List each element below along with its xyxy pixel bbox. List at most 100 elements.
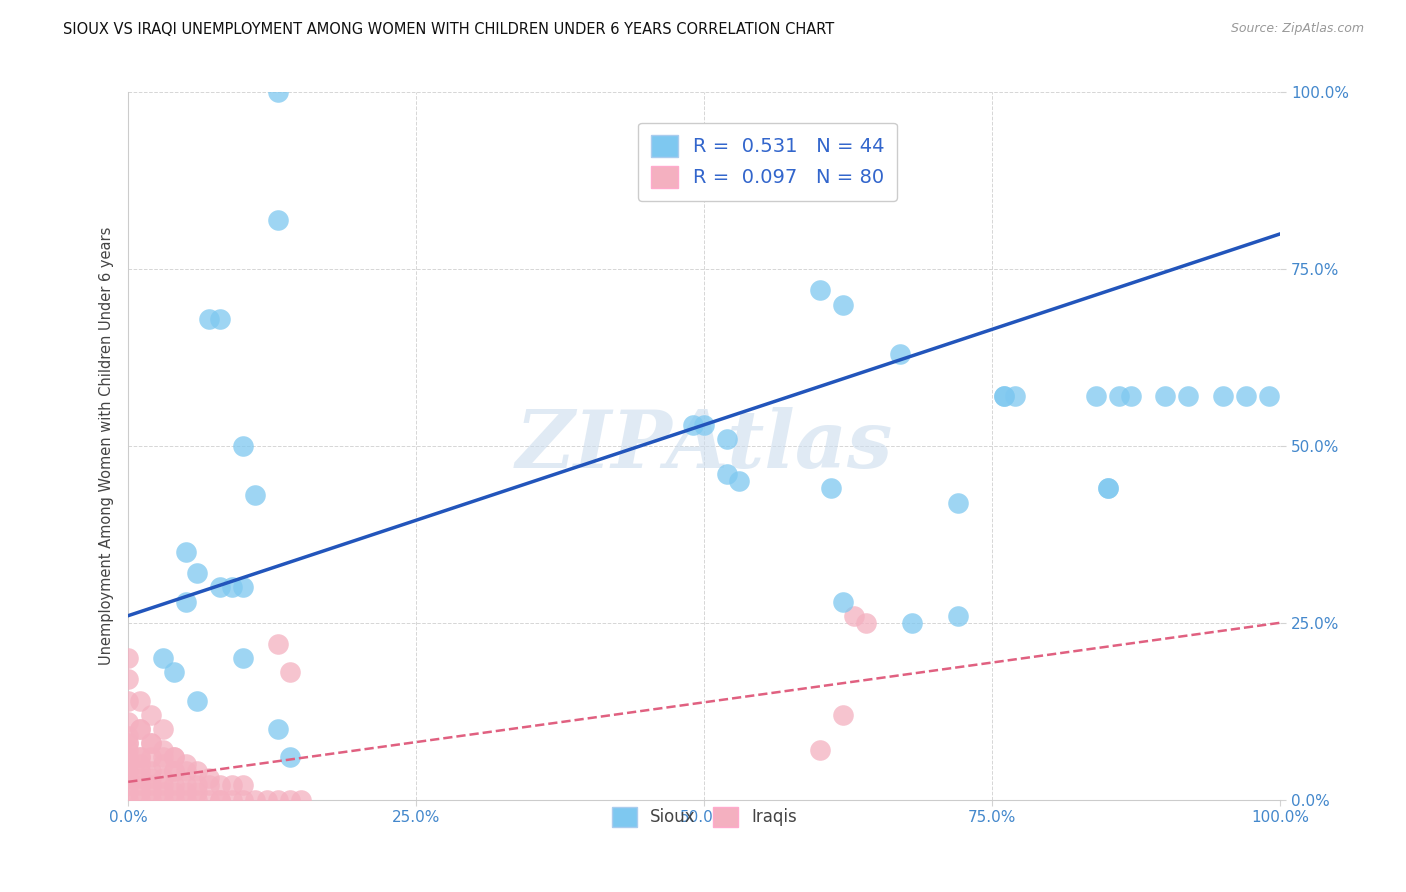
Point [117, 651, 139, 665]
Point [117, 778, 139, 792]
Point [174, 778, 197, 792]
Point [152, 651, 174, 665]
Point [128, 722, 150, 736]
Point [198, 778, 221, 792]
Point [243, 792, 266, 806]
Point [117, 729, 139, 743]
Point [174, 792, 197, 806]
Point [243, 488, 266, 502]
Point [152, 757, 174, 772]
Point [1108, 389, 1130, 403]
Point [209, 580, 232, 594]
Point [128, 764, 150, 779]
Point [152, 772, 174, 786]
Point [1177, 389, 1199, 403]
Y-axis label: Unemployment Among Women with Children Under 6 years: Unemployment Among Women with Children U… [100, 227, 114, 665]
Point [946, 608, 969, 623]
Point [163, 785, 186, 799]
Point [209, 792, 232, 806]
Point [141, 736, 163, 750]
Point [141, 764, 163, 779]
Point [163, 764, 186, 779]
Point [232, 651, 254, 665]
Point [831, 594, 853, 608]
Point [128, 792, 150, 806]
Point [728, 475, 751, 489]
Point [278, 750, 301, 764]
Point [198, 772, 221, 786]
Point [221, 580, 243, 594]
Point [993, 389, 1015, 403]
Point [831, 707, 853, 722]
Point [152, 785, 174, 799]
Point [232, 439, 254, 453]
Point [209, 792, 232, 806]
Point [174, 545, 197, 559]
Point [117, 743, 139, 757]
Point [141, 707, 163, 722]
Point [163, 792, 186, 806]
Point [267, 792, 290, 806]
Point [128, 757, 150, 772]
Point [820, 482, 842, 496]
Point [141, 785, 163, 799]
Point [128, 750, 150, 764]
Point [855, 615, 877, 630]
Point [186, 566, 208, 581]
Text: ZIPAtlas: ZIPAtlas [516, 407, 893, 484]
Point [900, 615, 922, 630]
Point [141, 772, 163, 786]
Point [993, 389, 1015, 403]
Point [174, 594, 197, 608]
Point [256, 792, 278, 806]
Point [232, 778, 254, 792]
Point [1212, 389, 1234, 403]
Point [290, 792, 312, 806]
Point [267, 212, 290, 227]
Text: SIOUX VS IRAQI UNEMPLOYMENT AMONG WOMEN WITH CHILDREN UNDER 6 YEARS CORRELATION : SIOUX VS IRAQI UNEMPLOYMENT AMONG WOMEN … [63, 22, 835, 37]
Point [831, 297, 853, 311]
Text: Source: ZipAtlas.com: Source: ZipAtlas.com [1230, 22, 1364, 36]
Point [163, 764, 186, 779]
Point [163, 665, 186, 680]
Point [198, 792, 221, 806]
Point [278, 792, 301, 806]
Point [152, 722, 174, 736]
Point [716, 432, 738, 446]
Point [682, 417, 704, 432]
Point [152, 743, 174, 757]
Point [1085, 389, 1108, 403]
Point [128, 722, 150, 736]
Point [1097, 482, 1119, 496]
Point [163, 778, 186, 792]
Point [278, 665, 301, 680]
Point [186, 693, 208, 707]
Point [1154, 389, 1177, 403]
Point [209, 778, 232, 792]
Point [267, 637, 290, 651]
Point [128, 772, 150, 786]
Point [221, 792, 243, 806]
Point [267, 86, 290, 100]
Point [117, 673, 139, 687]
Point [1234, 389, 1257, 403]
Point [716, 467, 738, 482]
Point [1097, 482, 1119, 496]
Point [152, 792, 174, 806]
Point [1257, 389, 1279, 403]
Point [889, 347, 911, 361]
Point [117, 764, 139, 779]
Point [808, 743, 831, 757]
Point [117, 693, 139, 707]
Point [842, 608, 865, 623]
Point [1119, 389, 1142, 403]
Point [693, 417, 716, 432]
Point [152, 778, 174, 792]
Point [117, 736, 139, 750]
Point [117, 785, 139, 799]
Point [141, 736, 163, 750]
Point [128, 750, 150, 764]
Point [128, 693, 150, 707]
Point [232, 792, 254, 806]
Point [186, 764, 208, 779]
